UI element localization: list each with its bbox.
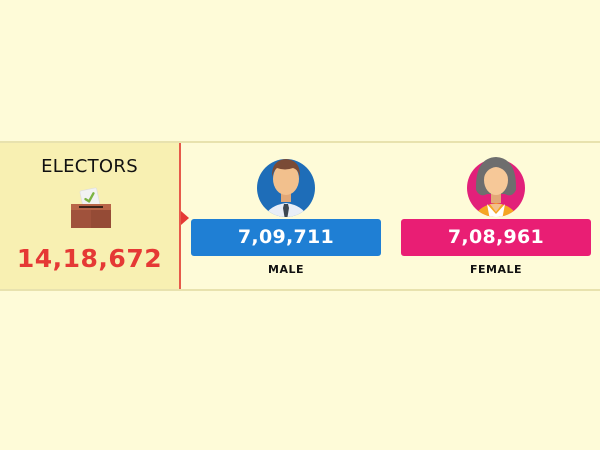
female-card: 7,08,961 FEMALE xyxy=(401,143,591,289)
electors-title: ELECTORS xyxy=(41,156,138,177)
electors-stats-band: ELECTORS 14,18,672 7,09,711 MAL xyxy=(0,141,600,291)
female-label: FEMALE xyxy=(469,263,522,276)
male-avatar-icon xyxy=(257,159,315,217)
female-count: 7,08,961 xyxy=(401,219,591,256)
male-count: 7,09,711 xyxy=(191,219,381,256)
ballot-box-icon xyxy=(71,187,111,228)
electors-total: 14,18,672 xyxy=(16,244,163,273)
electors-panel: ELECTORS 14,18,672 xyxy=(0,143,181,289)
male-card: 7,09,711 MALE xyxy=(191,143,381,289)
female-avatar-icon xyxy=(467,157,525,217)
male-label: MALE xyxy=(268,263,304,276)
pointer-arrow-icon xyxy=(181,211,189,225)
